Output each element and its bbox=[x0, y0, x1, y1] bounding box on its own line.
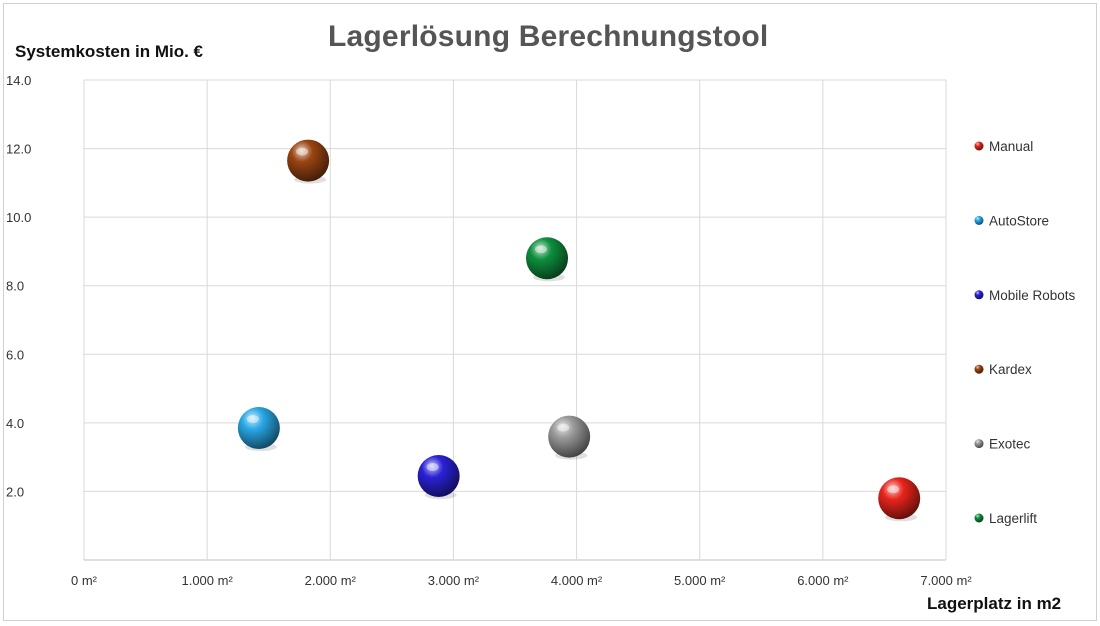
x-tick-label: 5.000 m² bbox=[674, 573, 726, 588]
y-tick-label: 4.0 bbox=[6, 416, 24, 431]
y-tick-label: 10.0 bbox=[6, 210, 31, 225]
legend-marker bbox=[974, 290, 984, 300]
data-point-lagerlift bbox=[526, 237, 569, 282]
point-highlight bbox=[296, 147, 309, 156]
data-points bbox=[237, 139, 921, 522]
x-tick-label: 6.000 m² bbox=[797, 573, 849, 588]
point-marker bbox=[287, 139, 330, 182]
point-highlight bbox=[557, 423, 570, 432]
legend-item-manual: Manual bbox=[974, 139, 1033, 154]
x-tick-label: 1.000 m² bbox=[181, 573, 233, 588]
point-marker bbox=[548, 415, 591, 458]
x-tick-labels: 0 m² 1.000 m² 2.000 m² 3.000 m² 4.000 m² 5.00… bbox=[71, 573, 972, 588]
point-highlight bbox=[535, 245, 548, 254]
legend-marker bbox=[974, 215, 984, 225]
y-axis-label: Systemkosten in Mio. € bbox=[15, 42, 203, 61]
x-tick-label: 2.000 m² bbox=[305, 573, 357, 588]
data-point-autostore bbox=[237, 407, 280, 451]
legend-label: Lagerlift bbox=[989, 511, 1037, 526]
y-tick-labels: 2.0 4.0 6.0 8.0 10.0 12.0 14.0 bbox=[6, 66, 44, 566]
point-marker bbox=[237, 407, 280, 449]
data-point-manual bbox=[878, 477, 921, 522]
point-marker bbox=[417, 455, 460, 497]
grid-layer bbox=[83, 79, 947, 561]
x-tick-label: 4.000 m² bbox=[551, 573, 603, 588]
legend-label: Mobile Robots bbox=[989, 288, 1076, 303]
y-tick-label: 8.0 bbox=[6, 279, 24, 294]
x-axis-label: Lagerplatz in m2 bbox=[927, 594, 1062, 613]
data-point-kardex bbox=[287, 139, 330, 184]
point-marker bbox=[878, 477, 921, 520]
chart-title: Lagerlösung Berechnungstool bbox=[328, 20, 769, 53]
point-highlight bbox=[887, 485, 900, 494]
legend-item-exotec: Exotec bbox=[974, 437, 1031, 452]
legend-label: Manual bbox=[989, 139, 1033, 154]
legend-label: Kardex bbox=[989, 362, 1032, 377]
legend-marker bbox=[974, 364, 984, 374]
legend-marker bbox=[974, 141, 984, 151]
y-tick-label: 2.0 bbox=[6, 484, 24, 499]
legend-item-lagerlift: Lagerlift bbox=[974, 511, 1037, 526]
point-highlight bbox=[246, 415, 259, 423]
y-tick-clip bbox=[34, 66, 44, 566]
legend-item-mobile-robots: Mobile Robots bbox=[974, 288, 1076, 303]
y-tick-label: 14.0 bbox=[6, 73, 31, 88]
legend: Manual AutoStore Mobile Robots Kardex Exotec… bbox=[974, 139, 1076, 526]
legend-label: Exotec bbox=[989, 437, 1031, 452]
chart-frame bbox=[3, 3, 1097, 621]
y-tick-label: 6.0 bbox=[6, 347, 24, 362]
y-tick-label: 12.0 bbox=[6, 142, 31, 157]
data-point-mobile-robots bbox=[417, 455, 460, 499]
legend-marker bbox=[974, 439, 984, 449]
legend-item-kardex: Kardex bbox=[974, 362, 1032, 377]
point-highlight bbox=[426, 463, 439, 471]
x-tick-label: 7.000 m² bbox=[920, 573, 972, 588]
legend-item-autostore: AutoStore bbox=[974, 213, 1049, 228]
data-point-exotec bbox=[548, 415, 591, 460]
point-marker bbox=[526, 237, 569, 280]
legend-label: AutoStore bbox=[989, 213, 1049, 228]
x-tick-label: 0 m² bbox=[71, 573, 98, 588]
x-tick-label: 3.000 m² bbox=[428, 573, 480, 588]
legend-marker bbox=[974, 513, 984, 523]
